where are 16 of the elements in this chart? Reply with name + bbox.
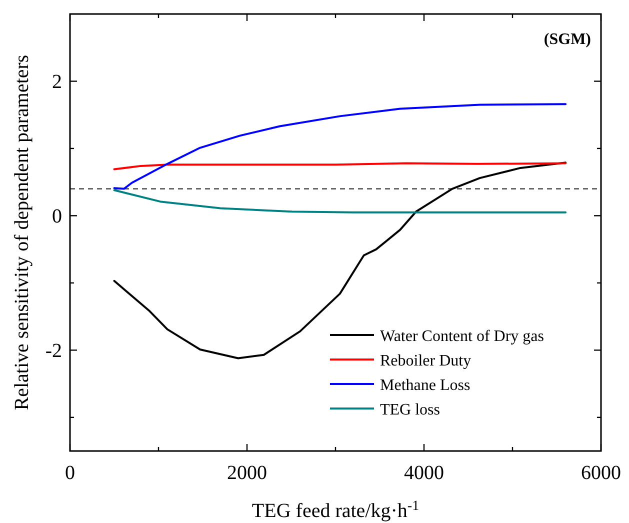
x-tick-label: 4000 [404, 462, 444, 484]
legend-label: Methane Loss [380, 377, 470, 394]
line-series [113, 103, 567, 190]
x-axis-title: TEG feed rate/kg·h$^{-1}$ [252, 498, 420, 522]
annotation: (SGM) [544, 31, 591, 48]
legend-label: TEG loss [380, 402, 440, 418]
x-tick-label: 2000 [227, 462, 267, 484]
line-series [113, 162, 567, 170]
y-tick-label: -2 [45, 340, 62, 362]
legend-label: Water Content of Dry gas [380, 328, 544, 345]
line-series [113, 189, 567, 214]
y-axis-title: Relative sensitivity of dependent parameters [11, 54, 33, 410]
y-tick-label: 2 [52, 71, 62, 94]
x-tick-label: 6000 [581, 462, 621, 484]
legend-label: Reboiler Duty [380, 352, 472, 370]
y-tick-label: 0 [52, 206, 62, 228]
